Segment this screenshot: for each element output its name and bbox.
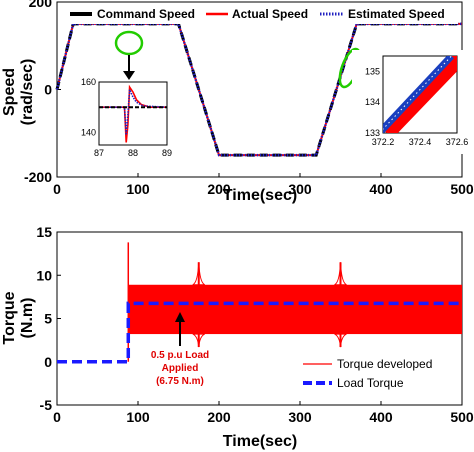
torque-x-tick-label: 500 xyxy=(450,409,474,425)
inset1-y-tick-label: 140 xyxy=(81,127,96,137)
inset-zoom-2: 372.2 372.4 372.6 135 134 133 xyxy=(352,50,468,154)
torque-series xyxy=(57,242,462,364)
load-annotation-line2: Applied xyxy=(162,363,199,374)
speed-x-tick-label: 400 xyxy=(369,181,393,197)
inset1-x-tick-label: 89 xyxy=(162,148,172,158)
inset2-y-tick-label: 133 xyxy=(365,128,380,138)
speed-y-tick-label: -200 xyxy=(24,169,52,185)
speed-x-tick-label: 0 xyxy=(53,181,61,197)
torque-developed-band xyxy=(128,284,462,335)
speed-series-line-estimated-speed xyxy=(55,22,462,157)
speed-x-tick-label: 200 xyxy=(207,181,231,197)
inset2-x-tick-label: 372.2 xyxy=(372,137,395,147)
load-torque-line xyxy=(57,301,462,364)
torque-x-tick-label: 400 xyxy=(369,409,393,425)
speed-x-ticks: 0 100 200 300 400 500 xyxy=(53,181,474,197)
speed-x-axis-label: Time(sec) xyxy=(223,187,297,204)
inset2-clip-group xyxy=(383,56,457,133)
torque-x-ticks: 0 100 200 300 400 500 xyxy=(53,409,474,425)
speed-y-axis-label-line1: Speed xyxy=(1,68,18,116)
torque-x-tick-label: 100 xyxy=(126,409,150,425)
torque-y-axis-label-line2: (N.m) xyxy=(19,298,36,339)
inset1-y-tick-label: 160 xyxy=(81,77,96,87)
legend-label-command: Command Speed xyxy=(97,7,195,21)
torque-y-tick-label: 0 xyxy=(44,354,52,370)
inset1-frame xyxy=(98,81,168,146)
speed-y-axis-label-group: Speed (rad/sec) xyxy=(1,59,36,126)
legend-label-estimated: Estimated Speed xyxy=(348,7,445,21)
speed-x-tick-label: 500 xyxy=(450,181,474,197)
inset2-actual-band xyxy=(383,56,457,133)
torque-y-tick-label: 15 xyxy=(36,224,52,240)
legend-label-load-torque: Load Torque xyxy=(337,376,404,390)
load-annotation-arrowhead xyxy=(175,312,185,322)
inset2-y-tick-label: 135 xyxy=(365,66,380,76)
inset1-ticks: 87 88 89 160 140 xyxy=(81,77,172,158)
torque-y-axis-label-group: Torque (N.m) xyxy=(1,291,36,344)
torque-legend-box xyxy=(298,354,460,394)
inset1-estimated-line xyxy=(99,89,168,135)
zoom-arrowhead-1 xyxy=(123,71,135,80)
speed-legend-box xyxy=(68,4,458,24)
inset2-estimated-band xyxy=(383,56,455,133)
speed-legend: Command Speed Actual Speed Estimated Spe… xyxy=(68,4,458,24)
speed-y-axis-label-line2: (rad/sec) xyxy=(19,59,36,126)
torque-y-ticks: 15 10 5 0 -5 xyxy=(36,224,52,413)
speed-y-tick-label: 0 xyxy=(44,82,52,98)
inset2-x-tick-label: 372.6 xyxy=(446,137,469,147)
inset1-series xyxy=(99,84,168,143)
torque-legend: Torque developed Load Torque xyxy=(298,354,460,394)
inset1-x-tick-label: 87 xyxy=(94,148,104,158)
speed-x-tick-label: 300 xyxy=(288,181,312,197)
torque-y-tick-label: 10 xyxy=(36,267,52,283)
torque-x-tick-label: 300 xyxy=(288,409,312,425)
speed-y-tick-label: 200 xyxy=(29,0,53,10)
torque-x-tick-label: 0 xyxy=(53,409,61,425)
legend-label-torque-developed: Torque developed xyxy=(337,357,432,371)
torque-y-axis-label-line1: Torque xyxy=(1,291,18,344)
torque-x-tick-label: 200 xyxy=(207,409,231,425)
torque-y-tick-label: -5 xyxy=(40,397,53,413)
inset-zoom-1: 87 88 89 160 140 xyxy=(81,77,172,158)
torque-y-tick-label: 5 xyxy=(44,311,52,327)
load-annotation-line1: 0.5 p.u Load xyxy=(151,350,209,361)
load-annotation: 0.5 p.u Load Applied (6.75 N.m) xyxy=(151,312,209,387)
inset2-ticks: 372.2 372.4 372.6 135 134 133 xyxy=(365,66,468,147)
load-annotation-line3: (6.75 N.m) xyxy=(156,376,204,387)
inset1-x-tick-label: 88 xyxy=(128,148,138,158)
inset2-x-tick-label: 372.4 xyxy=(409,137,432,147)
speed-x-tick-label: 100 xyxy=(126,181,150,197)
legend-label-actual: Actual Speed xyxy=(232,7,308,21)
inset2-series xyxy=(383,56,457,133)
torque-x-axis-label: Time(sec) xyxy=(223,433,297,450)
speed-y-ticks: 200 0 -200 xyxy=(24,0,52,185)
zoom-highlight-circle-1 xyxy=(114,30,144,56)
inset2-y-tick-label: 134 xyxy=(365,97,380,107)
